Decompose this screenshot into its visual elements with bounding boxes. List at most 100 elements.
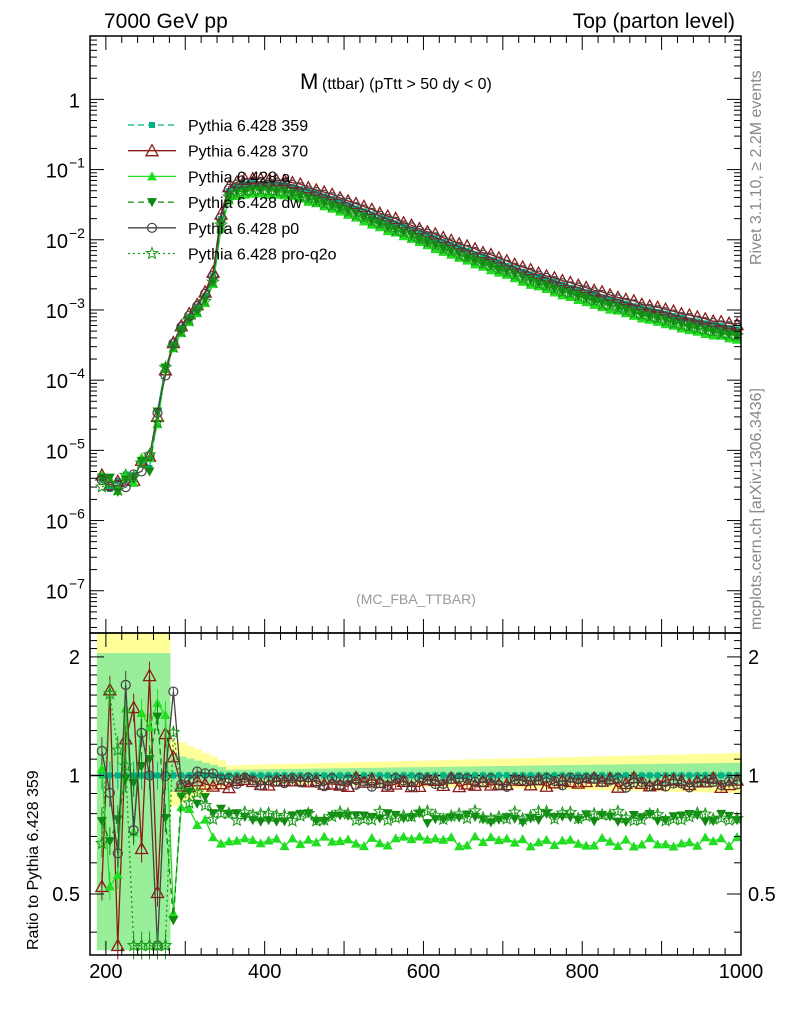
data-point [436, 812, 451, 826]
data-point [309, 194, 324, 208]
data-point [146, 222, 158, 233]
data-point [467, 253, 482, 267]
data-point [184, 804, 195, 814]
y-tick-label-exponent: −5 [69, 435, 85, 451]
data-point [144, 143, 160, 157]
data-point [380, 220, 395, 234]
data-point [650, 807, 665, 821]
data-point [120, 482, 131, 493]
data-point [110, 482, 125, 496]
data-point [501, 781, 512, 792]
data-point [247, 176, 258, 188]
data-point [644, 833, 655, 843]
data-point [430, 833, 441, 843]
data-point [366, 832, 377, 842]
data-point [229, 813, 244, 827]
data-point [462, 253, 473, 263]
rivet-label: Rivet 3.1.10, ≥ 2.2M events [748, 70, 765, 265]
data-point [390, 833, 401, 843]
data-point [440, 772, 447, 779]
data-point [319, 198, 330, 208]
data-point [499, 264, 514, 279]
data-point [190, 303, 205, 318]
data-point [279, 178, 290, 189]
green-band [152, 653, 163, 951]
data-point [158, 726, 173, 740]
ratio-y-label: Ratio to Pythia 6.428 359 [25, 770, 42, 950]
data-point [668, 841, 679, 851]
data-point [350, 811, 361, 821]
data-point [485, 773, 497, 784]
data-point [414, 831, 425, 841]
y-tick-label: 10 [46, 161, 68, 183]
y-tick-label: 10 [46, 512, 68, 534]
data-point [215, 804, 226, 814]
green-band [112, 653, 123, 951]
data-point [334, 779, 346, 791]
data-point [178, 772, 185, 779]
data-point [147, 171, 157, 181]
data-point [581, 773, 592, 784]
green-band [160, 653, 171, 951]
data-point [698, 806, 713, 821]
data-point [446, 246, 457, 256]
data-point [462, 244, 473, 255]
series-line [101, 189, 738, 492]
data-point [271, 776, 282, 787]
data-point [724, 840, 735, 850]
data-point [579, 290, 594, 305]
data-point [192, 799, 203, 809]
ratio-y-tick-label-right: 1 [748, 765, 759, 787]
data-point [221, 806, 236, 820]
data-point [214, 217, 228, 231]
data-point [388, 223, 403, 237]
data-point [325, 198, 340, 212]
data-point [311, 837, 322, 847]
data-point [620, 297, 631, 308]
data-point [245, 774, 260, 788]
data-point [692, 315, 703, 326]
data-point [628, 777, 639, 788]
data-point [412, 804, 427, 819]
data-point [571, 288, 586, 302]
data-point [96, 817, 107, 827]
data-point [247, 834, 258, 844]
data-point [692, 840, 703, 850]
data-point [247, 816, 258, 826]
data-point [200, 793, 211, 803]
data-point [192, 766, 203, 777]
y-tick-label: 10 [46, 371, 68, 393]
data-point [565, 813, 576, 823]
data-point [517, 834, 528, 844]
data-point [94, 879, 110, 893]
data-point [404, 779, 419, 793]
data-point [605, 836, 616, 846]
data-point [714, 326, 729, 340]
data-point [539, 804, 554, 818]
data-point [636, 839, 647, 849]
data-point [174, 783, 189, 797]
legend-label: Pythia 6.428 p0 [188, 221, 299, 238]
data-point [700, 832, 711, 842]
data-point [333, 201, 348, 215]
data-point [174, 324, 189, 338]
data-point [493, 780, 504, 791]
data-point [349, 812, 364, 827]
data-point [491, 261, 506, 276]
data-point [102, 476, 117, 490]
data-point [654, 772, 661, 779]
data-point [263, 835, 274, 845]
data-point [144, 722, 155, 732]
data-point [96, 763, 107, 773]
data-point [644, 303, 655, 315]
data-point [462, 840, 473, 850]
data-point [176, 802, 187, 812]
data-point [422, 834, 433, 844]
data-point [233, 182, 240, 189]
ratio-y-tick-label: 1 [69, 765, 80, 787]
data-point [652, 779, 663, 790]
data-point [507, 267, 522, 282]
data-point [414, 772, 425, 784]
data-point [247, 185, 258, 195]
data-point [134, 455, 149, 470]
